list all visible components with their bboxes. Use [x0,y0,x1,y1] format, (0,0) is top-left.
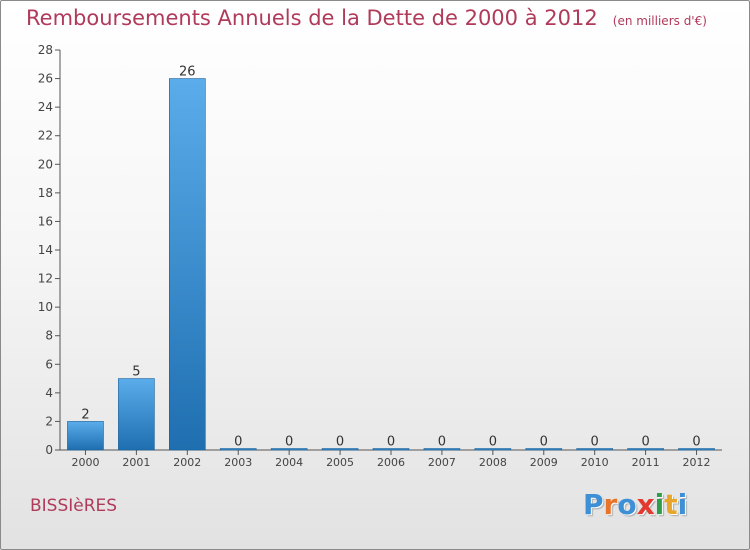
bar [67,421,104,451]
chart-header: Remboursements Annuels de la Dette de 20… [26,6,707,30]
bar [525,448,563,451]
x-tick-label: 2004 [275,456,303,469]
x-tick-label: 2007 [428,456,456,469]
bar [169,78,206,451]
bar [474,448,512,451]
x-tick-label: 2008 [479,456,507,469]
logo-letter: t [664,488,678,521]
data-label: 0 [591,435,599,450]
bar [118,378,155,451]
y-tick-label: 2 [45,414,53,428]
data-label: 0 [285,435,293,450]
logo-letter: x [636,488,655,521]
data-label: 0 [489,435,497,450]
x-tick-label: 2000 [71,456,99,469]
y-tick-label: 20 [38,157,53,171]
data-label: 0 [438,435,446,450]
logo-letter: P [583,488,604,521]
y-tick-label: 28 [38,43,53,57]
y-tick-label: 26 [38,72,53,86]
y-tick-label: 6 [45,357,53,371]
bar [219,448,257,451]
bar [423,448,461,451]
data-label: 0 [692,435,700,450]
y-tick-label: 14 [38,243,53,257]
logo-letter: i [677,488,688,521]
bar [627,448,664,451]
bars [67,78,715,451]
bar [321,448,359,451]
data-label: 0 [234,435,242,450]
y-tick-label: 10 [38,300,53,314]
x-tick-label: 2011 [632,456,660,469]
data-labels: 2 5 26 0 0 0 0 0 0 0 0 0 0 [81,65,700,450]
commune-name: BISSIèRES [30,496,118,516]
data-label: 2 [81,407,89,422]
y-tick-label: 18 [38,186,53,200]
x-tick-label: 2003 [224,456,252,469]
proxiti-logo: Proxiti [583,488,687,521]
y-tick-label: 12 [38,272,53,286]
data-label: 5 [132,365,140,380]
logo-letter: o [617,488,637,521]
data-label: 0 [641,435,649,450]
data-label: 0 [387,435,395,450]
chart-title: Remboursements Annuels de la Dette de 20… [26,6,598,30]
x-tick-label: 2010 [581,456,609,469]
logo-letter: r [603,488,618,521]
bar [270,448,308,451]
y-tick-label: 8 [45,329,53,343]
x-tick-label: 2009 [530,456,558,469]
logo-letter: i [654,488,665,521]
x-tick-label: 2001 [122,456,150,469]
x-tick-label: 2005 [326,456,354,469]
y-tick-label: 24 [38,100,53,114]
data-label: 26 [179,65,196,80]
bar [372,448,410,451]
x-tick-label: 2012 [683,456,711,469]
x-tick-label: 2006 [377,456,405,469]
y-tick-label: 0 [45,443,53,457]
x-tick-label: 2002 [173,456,201,469]
data-label: 0 [336,435,344,450]
data-label: 0 [540,435,548,450]
chart-subtitle: (en milliers d'€) [612,14,707,28]
y-tick-label: 4 [45,386,53,400]
y-tick-label: 16 [38,214,53,228]
bar [678,448,715,451]
y-tick-label: 22 [38,129,53,143]
bar [576,448,613,451]
